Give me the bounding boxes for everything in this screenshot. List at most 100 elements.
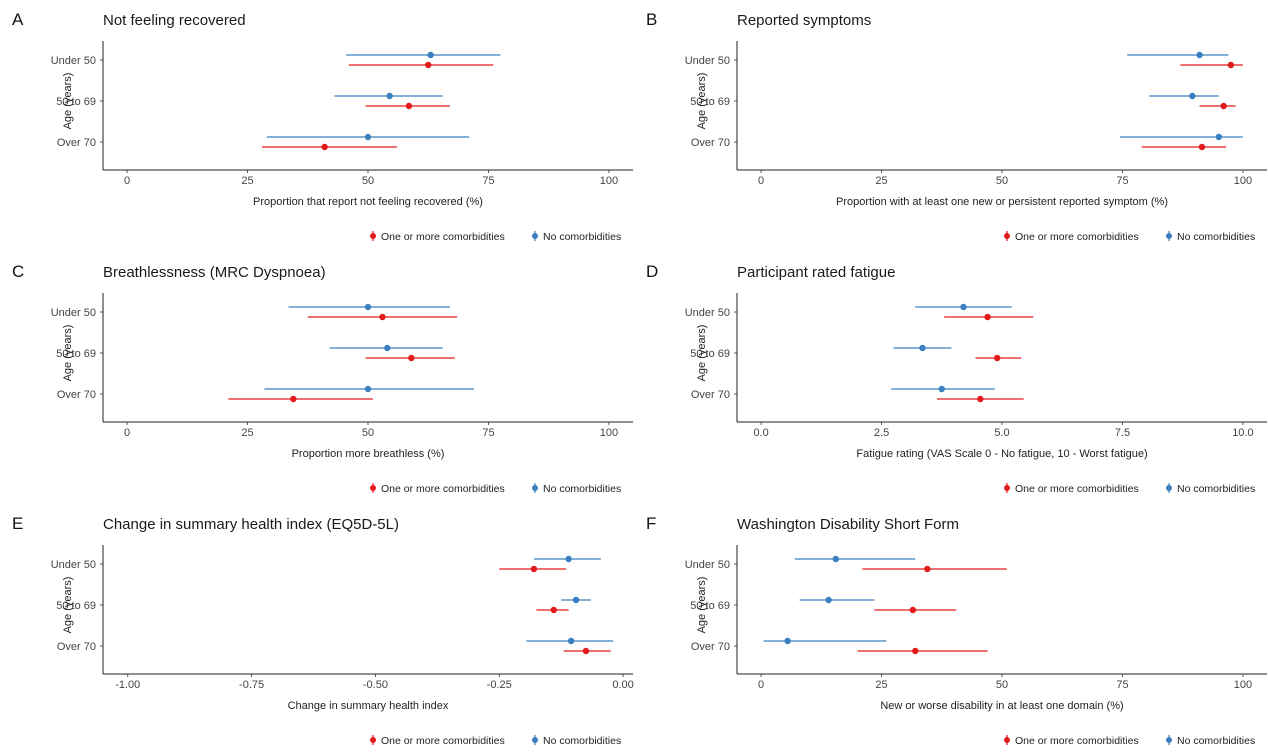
chart-title: Washington Disability Short Form <box>737 516 959 533</box>
chart-svg: B Reported symptoms Under 50 50 to 69 Over 7… <box>646 10 1267 243</box>
legend-item-comorb: One or more comorbidities <box>1004 735 1139 747</box>
x-tick-label: 10.0 <box>1232 427 1253 439</box>
y-tick-label: 50 to 69 <box>56 348 96 360</box>
legend-item-nocomorb: No comorbidities <box>1166 735 1255 747</box>
legend-item-nocomorb: No comorbidities <box>1166 231 1255 243</box>
legend-item-nocomorb: No comorbidities <box>532 231 621 243</box>
point-nocomorb <box>825 596 832 604</box>
chart-svg: A Not feeling recovered Under 50 50 to 69 Ov… <box>12 10 633 243</box>
point-comorb <box>379 313 386 321</box>
point-nocomorb <box>1215 133 1223 141</box>
y-axis-label: Age (years) <box>696 577 708 634</box>
point-comorb <box>1198 143 1206 151</box>
x-tick-label: 100 <box>600 427 618 439</box>
legend-key-dot <box>370 485 376 491</box>
chart-title: Breathlessness (MRC Dyspnoea) <box>103 264 326 281</box>
legend-key-dot <box>532 233 538 239</box>
point-comorb <box>530 565 538 573</box>
y-tick-label: Over 70 <box>57 137 96 149</box>
legend-label: One or more comorbidities <box>1015 735 1139 747</box>
panel-a: A Not feeling recovered Under 50 50 to 69 Ov… <box>0 0 634 250</box>
legend-item-comorb: One or more comorbidities <box>370 735 505 747</box>
x-tick-label: 50 <box>996 175 1008 187</box>
legend-key-dot <box>1166 485 1172 491</box>
legend-label: No comorbidities <box>543 483 621 495</box>
point-comorb <box>1227 61 1235 69</box>
point-nocomorb <box>567 637 575 645</box>
panel-c: C Breathlessness (MRC Dyspnoea) Under 50 50… <box>0 252 634 502</box>
x-axis-label: New or worse disability in at least one … <box>880 700 1123 712</box>
point-nocomorb <box>960 303 967 311</box>
legend-item-comorb: One or more comorbidities <box>370 483 505 495</box>
legend-key-dot <box>532 737 538 743</box>
x-tick-label: 0 <box>758 175 764 187</box>
point-comorb <box>425 61 432 69</box>
y-axis-label: Age (years) <box>62 325 74 382</box>
point-comorb <box>912 647 919 655</box>
x-tick-label: 2.5 <box>874 427 889 439</box>
point-comorb <box>408 354 415 362</box>
y-tick-label: Under 50 <box>51 307 96 319</box>
y-tick-label: Over 70 <box>691 137 730 149</box>
panel-f: F Washington Disability Short Form Under 5… <box>634 504 1268 754</box>
x-tick-label: 50 <box>996 679 1008 691</box>
x-tick-label: -0.75 <box>239 679 264 691</box>
legend-item-comorb: One or more comorbidities <box>1004 483 1139 495</box>
legend-key-dot <box>1166 233 1172 239</box>
point-nocomorb <box>784 637 791 645</box>
legend-label: No comorbidities <box>1177 483 1255 495</box>
point-nocomorb <box>565 555 572 563</box>
y-tick-label: Under 50 <box>685 559 730 571</box>
legend-label: One or more comorbidities <box>381 231 505 243</box>
x-axis-label: Proportion that report not feeling recov… <box>253 196 483 208</box>
legend-label: One or more comorbidities <box>381 483 505 495</box>
x-axis-label: Change in summary health index <box>288 700 449 712</box>
point-nocomorb <box>1196 51 1203 59</box>
point-comorb <box>550 606 557 614</box>
point-nocomorb <box>427 51 434 59</box>
legend-label: One or more comorbidities <box>1015 231 1139 243</box>
legend-key-dot <box>532 485 538 491</box>
legend-label: One or more comorbidities <box>1015 483 1139 495</box>
x-tick-label: 100 <box>600 175 618 187</box>
y-axis-label: Age (years) <box>62 73 74 130</box>
point-nocomorb <box>364 303 372 311</box>
y-tick-label: 50 to 69 <box>690 348 730 360</box>
panel-b: B Reported symptoms Under 50 50 to 69 Over 7… <box>634 0 1268 250</box>
panel-label: E <box>12 514 23 533</box>
x-tick-label: 0 <box>124 175 130 187</box>
point-comorb <box>1220 102 1227 110</box>
x-tick-label: 7.5 <box>1115 427 1130 439</box>
y-tick-label: Over 70 <box>57 389 96 401</box>
legend-item-nocomorb: No comorbidities <box>532 483 621 495</box>
point-comorb <box>582 647 590 655</box>
y-axis-label: Age (years) <box>62 577 74 634</box>
y-tick-label: Under 50 <box>51 55 96 67</box>
x-axis-label: Proportion with at least one new or pers… <box>836 196 1168 208</box>
x-tick-label: 50 <box>362 175 374 187</box>
legend-item-nocomorb: No comorbidities <box>1166 483 1255 495</box>
point-comorb <box>984 313 991 321</box>
panel-label: B <box>646 10 657 29</box>
point-comorb <box>321 143 328 151</box>
chart-title: Change in summary health index (EQ5D-5L) <box>103 516 399 533</box>
point-nocomorb <box>364 385 372 393</box>
x-tick-label: 25 <box>241 175 253 187</box>
chart-svg: F Washington Disability Short Form Under 5… <box>646 514 1267 747</box>
point-comorb <box>977 395 984 403</box>
x-tick-label: -1.00 <box>115 679 140 691</box>
legend-label: No comorbidities <box>1177 231 1255 243</box>
x-tick-label: 100 <box>1234 175 1252 187</box>
panel-e: E Change in summary health index (EQ5D-5L… <box>0 504 634 754</box>
point-nocomorb <box>572 596 580 604</box>
y-axis-label: Age (years) <box>696 325 708 382</box>
y-tick-label: Over 70 <box>57 641 96 653</box>
legend-key-dot <box>1166 737 1172 743</box>
y-tick-label: 50 to 69 <box>56 600 96 612</box>
x-axis-label: Fatigue rating (VAS Scale 0 - No fatigue… <box>856 448 1147 460</box>
legend-label: One or more comorbidities <box>381 735 505 747</box>
legend-key-dot <box>1004 233 1010 239</box>
point-comorb <box>405 102 413 110</box>
y-axis-label: Age (years) <box>696 73 708 130</box>
y-tick-label: Under 50 <box>685 307 730 319</box>
